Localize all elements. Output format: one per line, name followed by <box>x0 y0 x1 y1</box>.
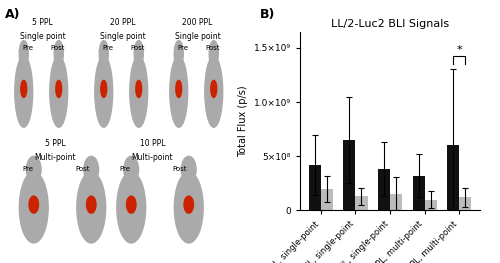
Ellipse shape <box>134 41 143 67</box>
Ellipse shape <box>86 196 96 213</box>
Text: Pre: Pre <box>22 45 33 51</box>
Ellipse shape <box>174 172 203 243</box>
Ellipse shape <box>95 56 112 127</box>
Ellipse shape <box>29 196 38 213</box>
Ellipse shape <box>182 156 196 183</box>
Text: Post: Post <box>50 45 65 51</box>
Bar <box>424 200 436 210</box>
Text: *: * <box>456 45 462 55</box>
Ellipse shape <box>130 56 148 127</box>
Bar <box>321 189 333 210</box>
Text: B): B) <box>260 8 276 21</box>
Ellipse shape <box>54 41 64 67</box>
Text: Post: Post <box>130 45 145 51</box>
Bar <box>344 140 355 210</box>
Bar <box>447 145 459 210</box>
Ellipse shape <box>176 80 182 97</box>
Text: Single point: Single point <box>20 32 66 41</box>
Y-axis label: Total Flux (p/s): Total Flux (p/s) <box>238 85 248 157</box>
Text: A): A) <box>5 8 20 21</box>
Text: 5 PPL: 5 PPL <box>44 139 66 148</box>
Text: Pre: Pre <box>22 166 33 172</box>
Text: 10 PPL: 10 PPL <box>140 139 165 148</box>
Ellipse shape <box>20 172 48 243</box>
Text: 200 PPL: 200 PPL <box>182 18 212 27</box>
Text: Pre: Pre <box>102 45 113 51</box>
Ellipse shape <box>174 41 184 67</box>
Text: Post: Post <box>173 166 187 172</box>
Ellipse shape <box>170 56 188 127</box>
Ellipse shape <box>101 80 106 97</box>
Ellipse shape <box>99 41 108 67</box>
Text: Single point: Single point <box>100 32 146 41</box>
Text: Post: Post <box>206 45 220 51</box>
Ellipse shape <box>26 156 41 183</box>
Ellipse shape <box>205 56 222 127</box>
Ellipse shape <box>84 156 98 183</box>
Text: Post: Post <box>75 166 90 172</box>
Ellipse shape <box>19 41 28 67</box>
Ellipse shape <box>126 196 136 213</box>
Text: Single point: Single point <box>174 32 220 41</box>
Ellipse shape <box>124 156 138 183</box>
Bar <box>378 169 390 210</box>
Ellipse shape <box>15 56 32 127</box>
Bar <box>390 194 402 210</box>
Ellipse shape <box>117 172 145 243</box>
Bar <box>412 176 424 210</box>
Text: Pre: Pre <box>177 45 188 51</box>
Text: Pre: Pre <box>120 166 130 172</box>
Ellipse shape <box>136 80 141 97</box>
Bar <box>459 198 471 210</box>
Ellipse shape <box>209 41 218 67</box>
Ellipse shape <box>21 80 26 97</box>
Bar <box>308 165 321 210</box>
Ellipse shape <box>211 80 216 97</box>
Ellipse shape <box>56 80 62 97</box>
Text: 20 PPL: 20 PPL <box>110 18 135 27</box>
Title: LL/2-Luc2 BLI Signals: LL/2-Luc2 BLI Signals <box>331 19 449 29</box>
Text: 5 PPL: 5 PPL <box>32 18 53 27</box>
Ellipse shape <box>184 196 194 213</box>
Text: Multi-point: Multi-point <box>132 153 173 161</box>
Bar <box>356 196 368 210</box>
Ellipse shape <box>50 56 68 127</box>
Ellipse shape <box>77 172 106 243</box>
Text: Multi-point: Multi-point <box>34 153 76 161</box>
